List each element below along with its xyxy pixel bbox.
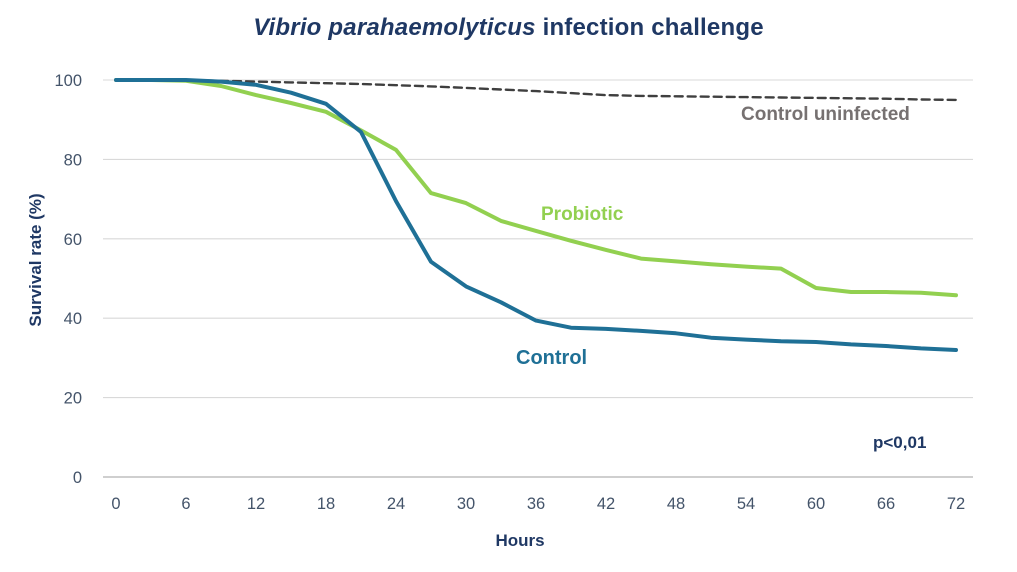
x-tick-label: 60 xyxy=(807,495,825,513)
x-tick-label: 6 xyxy=(181,495,190,513)
x-tick-label: 66 xyxy=(877,495,895,513)
y-tick-label: 60 xyxy=(64,231,82,249)
x-tick-label: 30 xyxy=(457,495,475,513)
x-tick-label: 36 xyxy=(527,495,545,513)
x-tick-label: 18 xyxy=(317,495,335,513)
y-tick-label: 40 xyxy=(64,310,82,328)
x-tick-label: 54 xyxy=(737,495,755,513)
x-tick-label: 24 xyxy=(387,495,405,513)
series-label-control-uninfected: Control uninfected xyxy=(741,104,910,125)
x-tick-label: 48 xyxy=(667,495,685,513)
x-tick-label: 0 xyxy=(111,495,120,513)
x-tick-label: 72 xyxy=(947,495,965,513)
y-tick-label: 20 xyxy=(64,390,82,408)
series-label-control: Control xyxy=(516,347,588,369)
chart-title-species: Vibrio parahaemolyticus xyxy=(253,14,536,41)
series-label-probiotic: Probiotic xyxy=(541,204,624,225)
x-tick-label: 12 xyxy=(247,495,265,513)
y-tick-label: 0 xyxy=(73,469,82,487)
p-value-annotation: p<0,01 xyxy=(873,433,927,452)
x-tick-label: 42 xyxy=(597,495,615,513)
x-axis-label: Hours xyxy=(495,531,545,550)
y-tick-label: 80 xyxy=(64,151,82,169)
series-line-control xyxy=(114,78,958,352)
series-line-probiotic xyxy=(114,78,958,298)
chart-title: Vibrio parahaemolyticus infection challe… xyxy=(0,14,1017,42)
y-axis-label: Survival rate (%) xyxy=(26,193,45,327)
chart-title-rest: infection challenge xyxy=(535,14,764,41)
y-tick-label: 100 xyxy=(54,72,82,90)
series-line-uninfected xyxy=(114,78,958,102)
